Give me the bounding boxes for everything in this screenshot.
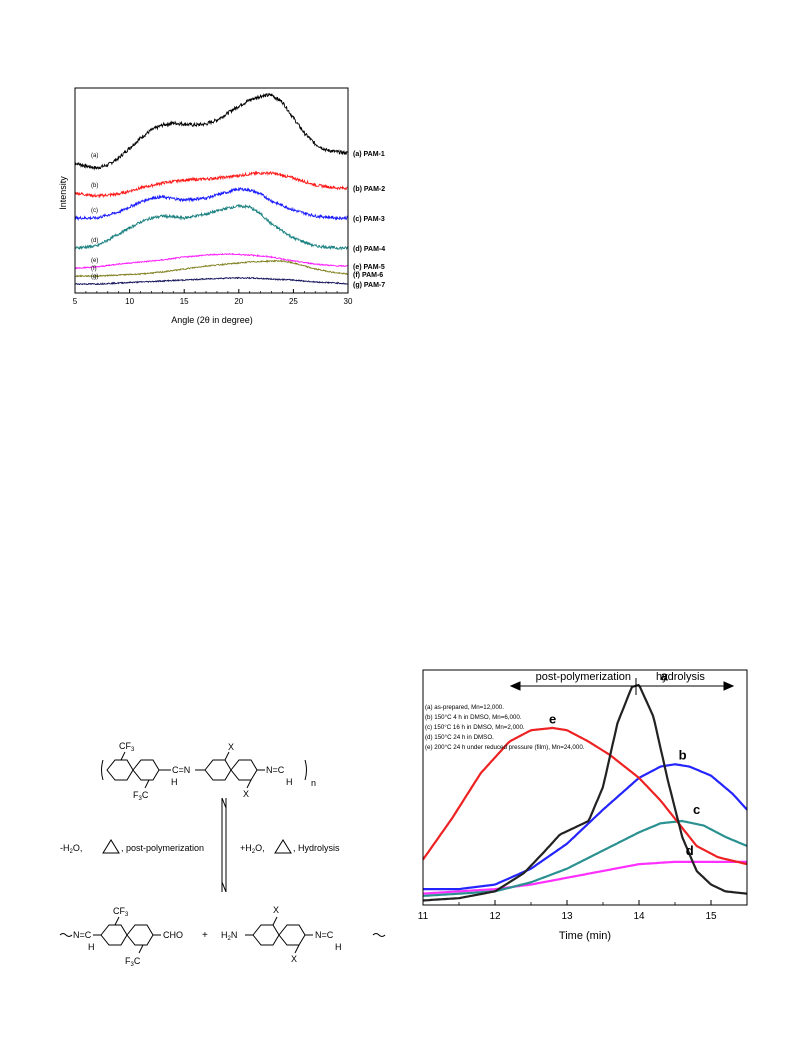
cho-label: CHO: [163, 930, 183, 940]
gpc-annotation-arrow: [509, 678, 735, 695]
gpc-curve-labels: a b c d e: [549, 668, 700, 858]
xrd-series-line: [74, 252, 349, 270]
reaction-scheme: CF3 F3C C=N H X X N=C H n -H2O, , post-p…: [59, 741, 386, 968]
xrd-legend-entry: (g) PAM-7: [353, 282, 385, 289]
f3c-top-label: F3C: [133, 790, 149, 802]
end-imine-h-label: H: [286, 777, 293, 787]
xrd-x-axis-label: Angle (2θ in degree): [171, 315, 253, 325]
xrd-series-short-label: (g): [91, 274, 98, 280]
xrd-series-short-label: (e): [91, 258, 98, 264]
xrd-tick-label: 25: [289, 297, 298, 306]
gpc-series-line: [422, 726, 748, 866]
product-imine-label: N=C: [73, 930, 92, 940]
xrd-series-short-label: (f): [91, 266, 97, 272]
xrd-series-short-label: (c): [91, 208, 98, 214]
x-bottom-bottom-label: X: [291, 954, 297, 964]
imine-h-label: H: [171, 777, 178, 787]
xrd-plot-area: [74, 92, 349, 286]
heat-triangle-icon: [274, 839, 292, 854]
xrd-tick-label: 20: [234, 297, 243, 306]
gpc-chart: 11 12 13 14 15 Time (min) post-polymerizatio…: [418, 668, 748, 942]
amine-label: H2N: [221, 930, 237, 942]
xrd-series-line: [74, 276, 348, 286]
gpc-curve-label: d: [686, 843, 694, 858]
xrd-series-line: [74, 186, 349, 222]
product-end-imine-h-label: H: [335, 942, 342, 952]
xrd-series-short-label: (b): [91, 183, 98, 189]
xrd-legend-entry: (c) PAM-3: [353, 216, 385, 223]
xrd-legend-entry: (a) PAM-1: [353, 151, 385, 158]
condition-left-label: -H2O,: [60, 843, 82, 855]
plus-sign: +: [202, 930, 208, 941]
xrd-legend-entry: (d) PAM-4: [353, 246, 385, 253]
f3c-bottom-label: F3C: [125, 956, 141, 968]
gpc-tick-label: 12: [489, 911, 501, 922]
product-end-imine-label: N=C: [315, 930, 334, 940]
xrd-series-short-label: (a): [91, 153, 98, 159]
end-imine-label: N=C: [266, 765, 285, 775]
polymer-repeat-unit: [101, 751, 307, 789]
xrd-tick-label: 5: [73, 297, 78, 306]
gpc-curve-label: c: [693, 802, 700, 817]
gpc-tick-label: 13: [561, 911, 573, 922]
gpc-legend-entry: (b) 150°C 4 h in DMSO, Mn=6,000.: [425, 714, 522, 721]
gpc-legend-entry: (a) as-prepared, Mn=12,000.: [425, 704, 504, 711]
xrd-series-line: [74, 170, 349, 199]
gpc-legend-entry: (e) 200°C 24 h under reduced pressure (f…: [425, 744, 585, 751]
x-top-bottom-label: X: [273, 905, 279, 915]
gpc-plot-area: [422, 683, 748, 902]
gpc-curve-label: e: [549, 711, 556, 726]
xrd-legend: (a) (a) PAM-1 (b) (b) PAM-2 (c) (c) PAM-3 (d) (…: [91, 151, 385, 289]
xrd-tick-label: 15: [180, 297, 189, 306]
gpc-series-line: [422, 683, 748, 902]
cf3-bottom-label: CF3: [113, 906, 129, 918]
gpc-x-axis-label: Time (min): [559, 930, 611, 942]
xrd-chart: 5 10 15 20 25 30 Angle (2θ in degree) Intensi…: [58, 87, 385, 325]
cf3-top-label: CF3: [119, 741, 135, 753]
repeat-n-label: n: [311, 778, 316, 788]
xrd-legend-entry: (e) PAM-5: [353, 264, 385, 271]
heat-triangle-icon: [102, 839, 120, 854]
gpc-legend-entry: (c) 150°C 16 h in DMSO, Mn=2,000.: [425, 724, 525, 731]
hydrolysis-arrow-label: hydrolysis: [656, 671, 705, 683]
equilibrium-arrows: [221, 797, 227, 893]
xrd-tick-label: 30: [344, 297, 353, 306]
gpc-legend-entry: (d) 150°C 24 h in DMSO.: [425, 734, 494, 741]
gpc-legend: (a) as-prepared, Mn=12,000. (b) 150°C 4 h…: [425, 704, 585, 751]
gpc-x-ticks: 11 12 13 14 15: [418, 900, 717, 922]
imine-label: C=N: [172, 765, 190, 775]
gpc-curve-label: a: [661, 668, 669, 683]
x-top-label: X: [228, 742, 234, 752]
xrd-tick-label: 10: [125, 297, 134, 306]
condition-right-label: +H2O,: [240, 843, 265, 855]
xrd-x-ticks: 5 10 15 20 25 30: [73, 289, 353, 306]
xrd-series-line: [74, 203, 349, 251]
products: [59, 916, 386, 954]
gpc-series-line: [422, 860, 747, 895]
post-polymerization-label: , post-polymerization: [121, 843, 204, 853]
gpc-tick-label: 11: [418, 911, 429, 922]
gpc-series-line: [422, 819, 748, 897]
xrd-legend-entry: (b) PAM-2: [353, 186, 385, 193]
gpc-frame: [422, 669, 748, 906]
xrd-series-short-label: (d): [91, 238, 98, 244]
xrd-series-line: [74, 259, 349, 278]
xrd-legend-entry: (f) PAM-6: [353, 272, 383, 279]
xrd-frame: [74, 87, 349, 294]
gpc-series-line: [423, 763, 748, 891]
post-polymerization-arrow-label: post-polymerization: [536, 671, 631, 683]
xrd-y-axis-label: Intensity: [58, 176, 68, 210]
xrd-series-line: [74, 92, 349, 171]
product-imine-h-label: H: [88, 942, 95, 952]
hydrolysis-label: , Hydrolysis: [293, 843, 340, 853]
gpc-curve-label: b: [679, 748, 687, 763]
x-bottom-label: X: [243, 789, 249, 799]
gpc-tick-label: 14: [633, 911, 645, 922]
gpc-tick-label: 15: [705, 911, 717, 922]
